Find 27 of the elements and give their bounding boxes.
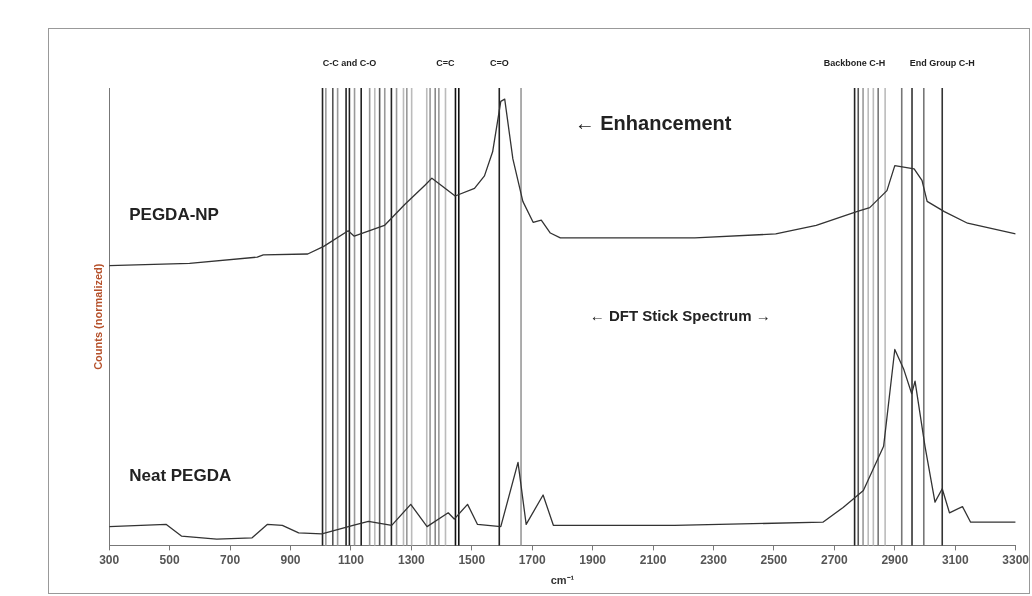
x-tick-label: 1100 [337,552,365,567]
text: Neat PEGDA [129,466,232,486]
x-tick-label: 2900 [881,552,909,567]
x-tick-label: 3300 [1002,552,1030,567]
ref-line-label: C=O [489,58,509,68]
x-tick-label: 300 [99,552,120,567]
x-tick-label: 700 [220,552,241,567]
x-tick-label: 2300 [700,552,728,567]
ref-line-label: Backbone C-H [823,58,886,68]
x-tick-label: 1900 [579,552,607,567]
x-tick-label: 1700 [518,552,546,567]
x-tick-label: 2500 [760,552,788,567]
x-tick-label: 2700 [821,552,849,567]
y-axis-title: Counts (normalized) [91,263,104,370]
x-tick-label: 500 [159,552,180,567]
x-tick-label: 1500 [458,552,486,567]
x-tick-label: 1300 [398,552,426,567]
annotation: ← Enhancement [574,112,732,135]
x-tick-label: 900 [280,552,301,567]
annotation: ← DFT Stick Spectrum → [589,306,771,324]
x-axis-title: cm⁻¹ [550,574,575,587]
ref-line-label: C-C and C-O [322,58,377,68]
ref-line-label: End Group C-H [909,58,975,68]
x-tick-label: 3100 [941,552,969,567]
x-tick-label: 2100 [639,552,667,567]
text: PEGDA-NP [129,205,219,225]
ref-line-label: C=C [436,58,456,68]
